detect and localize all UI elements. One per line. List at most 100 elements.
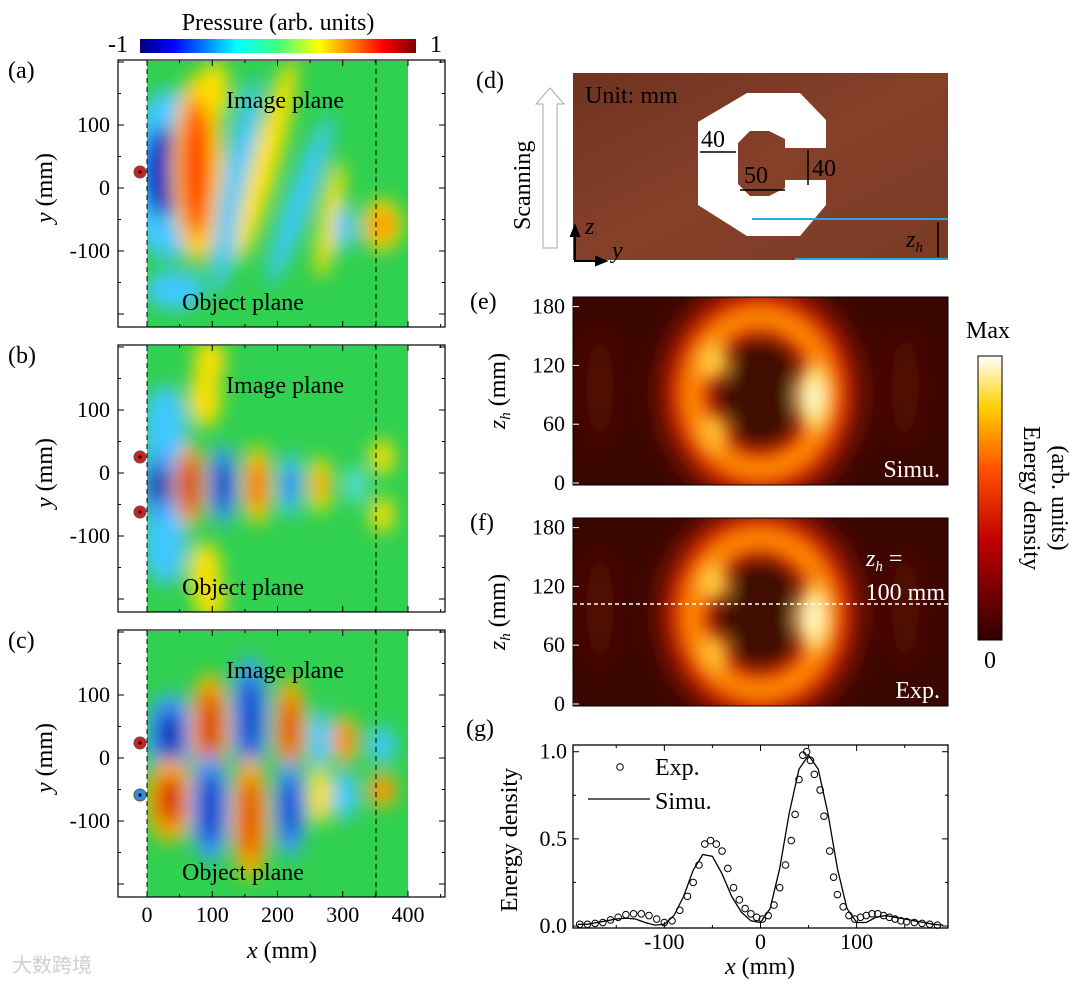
series-exp-point [575,920,584,929]
object-plane-label: Object plane [182,860,304,886]
zh-annotation-value: 100 mm [866,580,946,606]
panel-label-f: (f) [470,510,494,536]
field-lobe [373,213,391,237]
series-exp-point [802,747,811,756]
z-tick-label: 180 [532,515,565,540]
field-lobe [194,580,226,612]
image-plane-label: Image plane [226,88,344,114]
series-exp-point [718,847,726,855]
plot-frame [117,344,446,613]
series-exp-point [839,903,847,911]
series-exp-point [775,883,784,892]
field-lobe [308,710,332,770]
series-exp-point [810,770,819,779]
series-exp-point [706,836,715,845]
series-exp-point [660,918,669,927]
panel-f: (f) 180 120 60 0 zh (mm) Exp. zh = 100 mm [470,510,949,716]
energy-colorbar-title-2: (arb. units) [1046,445,1072,550]
y-tick-label: 0 [99,460,110,485]
pressure-colorbar-min: -1 [108,32,128,58]
field-lobe [334,206,356,250]
pressure-field-map [147,61,402,310]
series-exp-point [845,911,853,920]
x-tick-label: 100 [840,929,873,954]
x-tick-label: 300 [326,902,359,927]
series-exp-point [770,901,778,909]
z-tick-label: 120 [532,573,565,598]
series-exp-point [910,918,919,927]
pressure-colorbar-max: 1 [430,32,442,58]
x-tick-label: 400 [392,902,425,927]
series-exp-point [825,847,834,855]
g-xlabel: x (mm) [724,954,795,980]
series-simu-line [577,754,944,926]
y-tick-label: 0 [99,175,110,200]
series-exp-point [781,861,790,869]
field-lobe [282,696,298,760]
field-lobe [346,467,364,503]
y-tick-label: 100 [77,112,110,137]
series-exp-point [652,915,661,923]
series-exp-point [668,916,676,925]
field-lobe [368,727,396,763]
field-lobe [314,471,326,499]
field-lobe [182,98,210,238]
series-exp-point [816,786,824,794]
field-lobe [308,765,332,825]
image-plane-label: Image plane [226,373,344,399]
series-exp-point [675,906,684,915]
y-axis-label: y (mm) [32,153,58,225]
series-exp-point [599,918,607,927]
panel-a: (a) Image plane Object plane 100 0 -100 y (mm) [8,58,446,328]
energy-colorbar-max: Max [966,318,1010,344]
pressure-colorbar: Pressure (arb. units) -1 1 [108,10,442,58]
series-exp-point [724,864,732,873]
z-tick-label: 0 [554,470,565,495]
panel-label-g: (g) [466,716,494,742]
series-exp-point [747,910,755,918]
field-lobe [332,770,358,820]
panel-e: (e) 180 120 60 0 zh (mm) Simu. [470,289,949,495]
series-exp-point [689,878,697,887]
z-tick-label: 0 [554,691,565,716]
panel-label-b: (b) [8,343,36,369]
pressure-field-map [147,346,394,612]
pressure-colorbar-gradient [140,39,416,53]
field-lobe [241,776,259,860]
x-tick-label: 0 [142,902,153,927]
pressure-colorbar-title: Pressure (arb. units) [182,10,375,36]
series-exp-point [735,896,744,904]
scanning-arrow [534,87,566,249]
series-exp-point [833,890,842,899]
object-plane-label: Object plane [182,290,304,316]
panel-d: (d) Unit: mm Scanning 40 50 40 zh z y [476,68,948,267]
zh-axis-label: zh (mm) [485,574,514,651]
energy-colorbar: Max 0 Energy density (arb. units) [966,318,1072,674]
map-tag: Simu. [883,457,940,483]
field-lobe [282,776,298,840]
unit-label: Unit: mm [585,83,678,109]
series-exp-point [683,892,692,901]
series-exp-point [933,921,942,929]
x-tick-label: -100 [644,929,684,954]
map-tag: Exp. [895,678,940,704]
series-exp-point [712,840,721,848]
sound-source-center [138,793,142,797]
field-lobe [201,61,229,120]
series-exp-point [741,904,749,913]
y-tick-label: 0 [99,745,110,770]
panel-label-e: (e) [470,289,497,315]
y-axis-label: y (mm) [32,438,58,510]
image-plane-label: Image plane [226,658,344,684]
series-exp-point [622,910,630,919]
field-lobe [315,160,345,280]
series-exp-point [925,920,934,929]
series-exp-point [868,910,876,918]
energy-colorbar-gradient [977,355,1003,641]
dimension-arrows [700,150,809,191]
field-lobe [158,774,182,826]
legend-exp-label: Exp. [655,755,700,781]
x-tick-label: 100 [196,902,229,927]
x-axis-label: x (mm) [246,938,317,964]
field-lobe [370,439,394,475]
